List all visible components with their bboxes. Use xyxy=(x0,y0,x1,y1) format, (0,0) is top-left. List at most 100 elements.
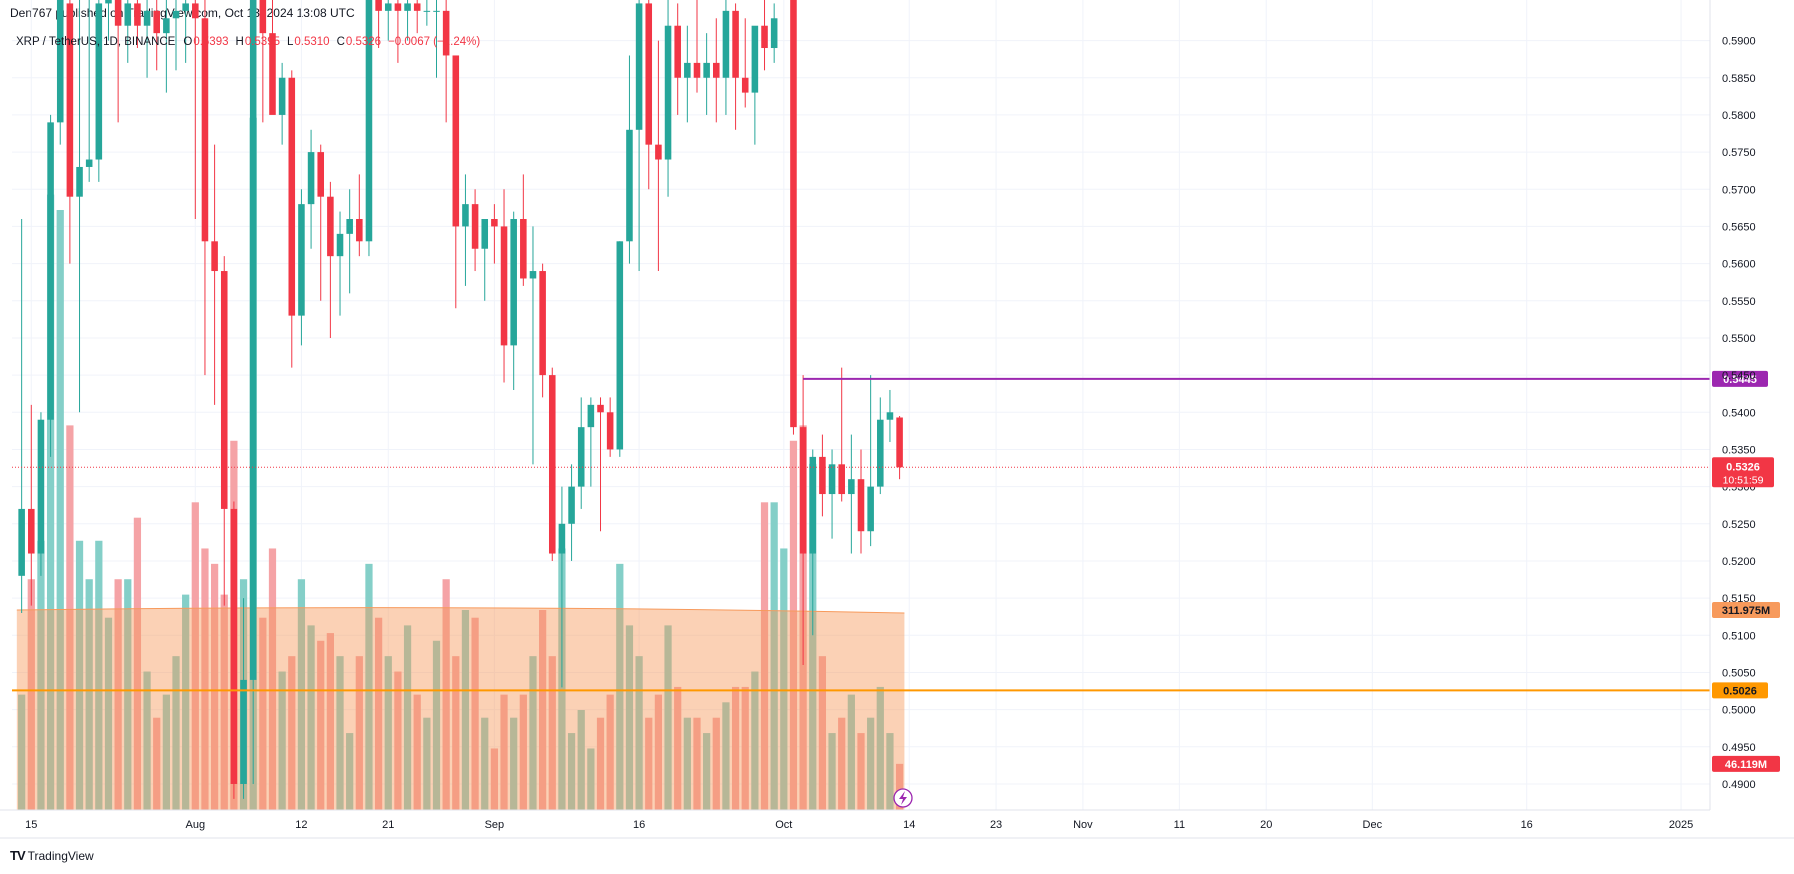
volume-bar xyxy=(307,625,315,810)
candle-body xyxy=(693,62,701,78)
volume-bar xyxy=(838,717,846,810)
candle-body xyxy=(761,25,768,49)
volume-bar xyxy=(37,540,45,810)
candle-body xyxy=(500,226,508,346)
volume-bar xyxy=(789,440,798,810)
candle-body xyxy=(404,3,411,11)
candle xyxy=(442,0,450,123)
x-tick-label: 16 xyxy=(1521,819,1533,831)
volume-ma-label-bg xyxy=(1712,601,1780,618)
x-tick-label: 15 xyxy=(25,819,37,831)
volume-bar xyxy=(201,548,209,810)
candle-body xyxy=(877,419,884,487)
candle xyxy=(635,0,643,272)
candle xyxy=(886,389,894,443)
candle-body xyxy=(770,18,778,49)
volume-bar xyxy=(268,548,277,810)
volume-bar xyxy=(278,671,286,810)
candle xyxy=(558,486,566,688)
candle-body xyxy=(510,219,517,346)
candle-body xyxy=(143,10,151,26)
candle-body xyxy=(626,129,633,242)
replay-button[interactable] xyxy=(893,788,913,808)
candle xyxy=(124,0,132,63)
candle-body xyxy=(548,375,556,554)
volume-bar xyxy=(683,717,691,810)
y-tick-label: 0.5450 xyxy=(1722,370,1756,382)
support-line-price-label[interactable]: 0.5026 xyxy=(1712,682,1768,699)
ohlc-value: 0.5310 xyxy=(294,36,329,48)
y-tick-label: 0.5800 xyxy=(1722,110,1756,122)
candle-body xyxy=(413,3,421,11)
candle xyxy=(857,449,865,554)
horizontal-lines[interactable]: 0.5445 0.5026 xyxy=(12,370,1768,699)
ohlc-values: O 0.5393 H 0.5395 L 0.5310 C 0.5326 −0.0067 (−1.… xyxy=(183,36,480,48)
candle-body xyxy=(645,3,653,145)
y-tick-label: 0.5050 xyxy=(1722,667,1756,679)
resistance-line-price-label[interactable]: 0.5445 xyxy=(1712,370,1768,387)
volume-bar xyxy=(85,579,93,810)
volume-bar xyxy=(288,656,296,810)
candle-body xyxy=(346,219,353,234)
ohlc-label: O xyxy=(183,36,192,48)
candle xyxy=(423,0,431,26)
candle xyxy=(307,129,315,249)
volume-bar xyxy=(182,594,190,810)
label-text: 0.5026 xyxy=(1723,685,1757,697)
y-tick-label: 0.5350 xyxy=(1722,444,1756,456)
candle xyxy=(37,412,45,576)
candle xyxy=(249,0,257,784)
volume-bar xyxy=(172,656,180,810)
volume-bar xyxy=(124,579,132,810)
candle xyxy=(529,226,537,465)
candle xyxy=(452,55,460,309)
tradingview-brand[interactable]: TV TradingView xyxy=(10,848,94,863)
candle-body xyxy=(790,0,797,428)
candle xyxy=(66,0,74,264)
volume-bar xyxy=(703,733,711,810)
volume-bar xyxy=(567,733,576,810)
volume-bar xyxy=(432,640,441,810)
symbol-title[interactable]: XRP / TetherUS, 1D, BINANCE xyxy=(16,36,176,48)
candle-body xyxy=(520,219,527,279)
candle-body xyxy=(491,219,498,227)
candle-body xyxy=(828,464,836,495)
candle-body xyxy=(172,10,180,19)
candle xyxy=(684,25,691,123)
candle xyxy=(761,0,768,71)
candle xyxy=(606,397,614,457)
candle-body xyxy=(394,3,402,11)
x-tick-label: 11 xyxy=(1174,819,1185,831)
volume-bar xyxy=(471,617,479,810)
volume-bar xyxy=(374,617,383,810)
candle-body xyxy=(809,456,817,554)
candle-body xyxy=(481,219,489,249)
candle xyxy=(655,40,662,272)
candle xyxy=(645,0,653,190)
volume-bar xyxy=(828,733,836,810)
label-bg xyxy=(1712,682,1768,699)
volume-bar xyxy=(56,209,64,811)
candle xyxy=(539,263,546,398)
volume-bar xyxy=(587,748,595,810)
candle xyxy=(76,0,83,413)
candle xyxy=(278,62,286,145)
volume-bar xyxy=(654,694,663,810)
candle xyxy=(413,0,421,34)
candle-body xyxy=(597,404,604,413)
y-tick-label: 0.5400 xyxy=(1722,407,1756,419)
candle xyxy=(867,375,874,547)
volume-label: 46.119M xyxy=(1712,755,1780,772)
candle-body xyxy=(568,486,575,524)
candle-body xyxy=(732,10,739,78)
candle xyxy=(433,0,440,78)
volume-bar xyxy=(114,579,122,810)
volume-bar xyxy=(770,502,778,810)
volume-bar xyxy=(317,640,325,810)
candle-body xyxy=(278,77,286,115)
candle-body xyxy=(577,427,585,487)
candle-body xyxy=(713,62,720,78)
candle xyxy=(240,598,247,799)
candle xyxy=(394,0,402,63)
